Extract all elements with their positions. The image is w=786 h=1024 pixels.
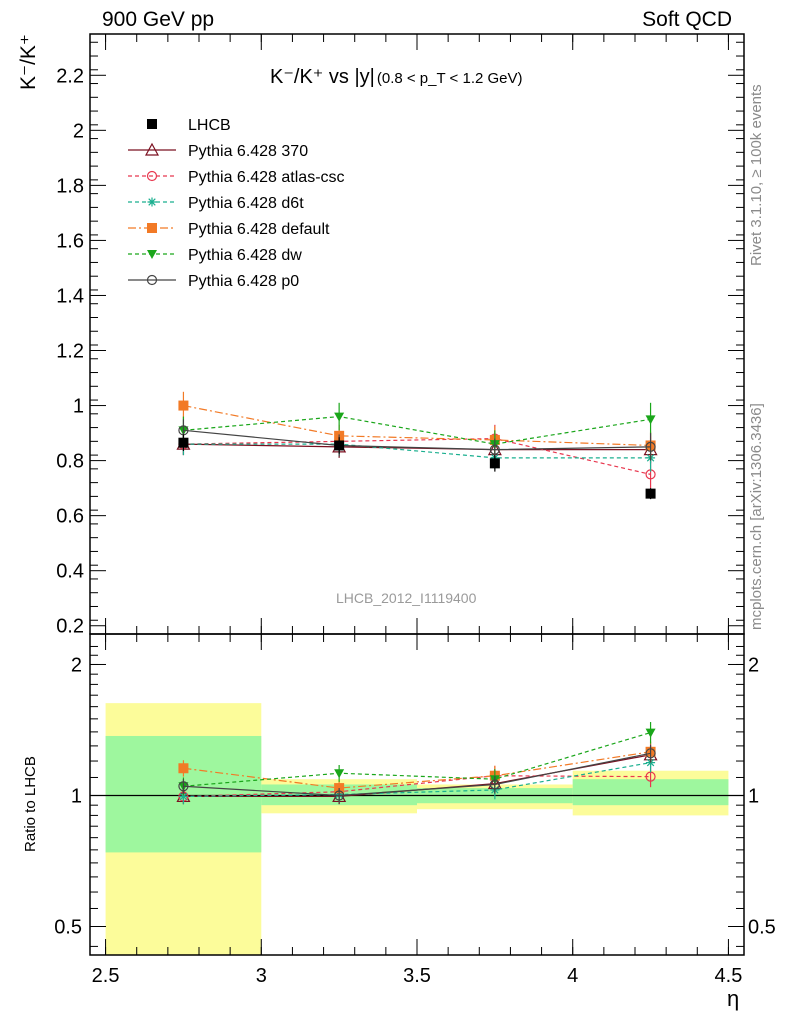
legend-label: Pythia 6.428 default bbox=[188, 221, 330, 238]
ratio-y-axis-label: Ratio to LHCB bbox=[22, 756, 39, 852]
ratio-uncertainty-bands bbox=[105, 703, 729, 955]
header-left: 900 GeV pp bbox=[102, 8, 215, 31]
x-tick-label: 4 bbox=[567, 965, 578, 987]
ratio-y-tick-label: 1 bbox=[71, 785, 82, 807]
upper-y-tick-label: 1.2 bbox=[56, 341, 84, 363]
legend-label: Pythia 6.428 d6t bbox=[188, 195, 304, 212]
series-line bbox=[183, 443, 651, 451]
ratio-y-tick-label-right: 2 bbox=[748, 654, 759, 676]
legend-marker bbox=[146, 274, 158, 286]
x-tick-label: 4.5 bbox=[715, 965, 743, 987]
legend-marker bbox=[147, 250, 157, 259]
legend-item-5: Pythia 6.428 dw bbox=[128, 247, 302, 264]
ratio-y-tick-label: 2 bbox=[71, 654, 82, 676]
ratio-series-line bbox=[183, 775, 651, 798]
legend-label: Pythia 6.428 atlas-csc bbox=[188, 169, 345, 186]
upper-y-tick-label: 1.8 bbox=[56, 175, 84, 197]
upper-y-tick-label: 0.4 bbox=[56, 561, 84, 583]
ratio-series-line bbox=[183, 762, 651, 798]
ratio-y-tick-label-right: 1 bbox=[748, 785, 759, 807]
data-point bbox=[178, 400, 189, 411]
legend-item-2: Pythia 6.428 atlas-csc bbox=[128, 169, 345, 186]
data-point bbox=[489, 444, 500, 455]
series-line bbox=[183, 437, 651, 475]
ratio-series-6 bbox=[178, 744, 656, 804]
upper-y-tick-label: 1.4 bbox=[56, 285, 84, 307]
chart-title: K⁻/K⁺ vs |y| (0.8 < p_T < 1.2 GeV) bbox=[270, 64, 523, 89]
ratio-data-point bbox=[645, 728, 656, 738]
upper-y-axis-label-text: K⁻/K⁺ bbox=[17, 33, 40, 90]
x-tick-label: 2.5 bbox=[92, 965, 120, 987]
chart-title-main: K⁻/K⁺ vs |y| bbox=[270, 66, 375, 88]
data-point bbox=[334, 412, 345, 422]
data-point bbox=[645, 441, 656, 452]
ratio-series-line bbox=[183, 731, 651, 787]
series-3 bbox=[178, 433, 656, 472]
header-right: Soft QCD bbox=[642, 8, 732, 31]
legend-marker bbox=[147, 197, 157, 207]
legend-marker bbox=[147, 223, 157, 233]
legend-item-0: LHCB bbox=[147, 117, 231, 134]
series-0 bbox=[178, 434, 656, 500]
upper-y-tick-label: 1.6 bbox=[56, 230, 84, 252]
ratio-y-tick-label-right: 0.5 bbox=[748, 916, 776, 938]
ratio-data-point bbox=[334, 769, 345, 779]
ratio-data-point bbox=[178, 763, 189, 774]
data-point bbox=[489, 458, 500, 469]
x-tick-label: 3.5 bbox=[403, 965, 431, 987]
ratio-data-point bbox=[645, 748, 656, 759]
series-layer bbox=[176, 391, 658, 805]
series-line bbox=[183, 443, 651, 459]
chart-title-cut: (0.8 < p_T < 1.2 GeV) bbox=[376, 70, 523, 87]
data-point bbox=[645, 488, 656, 499]
upper-y-tick-label: 2.2 bbox=[56, 65, 84, 87]
legend-item-3: Pythia 6.428 d6t bbox=[128, 195, 304, 212]
upper-y-tick-label: 0.8 bbox=[56, 451, 84, 473]
legend-item-1: Pythia 6.428 370 bbox=[128, 142, 308, 160]
legend-label: LHCB bbox=[188, 117, 231, 134]
legend-label: Pythia 6.428 370 bbox=[188, 143, 308, 160]
mcplots-reference-label: mcplots.cern.ch [arXiv:1306.3436] bbox=[748, 403, 765, 630]
legend-label: Pythia 6.428 p0 bbox=[188, 273, 299, 290]
series-line bbox=[183, 404, 651, 447]
ratio-panel-frame bbox=[89, 633, 745, 956]
legend-marker bbox=[144, 142, 160, 156]
legend-marker bbox=[146, 170, 158, 182]
axes-layer: 0.2 0.4 0.6 0.8 1 1.2 1.4 1.6 1.8 2 2.2 2.5 3 3.5 4 4.5… bbox=[54, 34, 776, 987]
rivet-version-label: Rivet 3.1.10, ≥ 100k events bbox=[748, 84, 765, 266]
ratio-y-tick-label: 0.5 bbox=[54, 916, 82, 938]
data-point bbox=[178, 437, 189, 448]
upper-y-tick-label: 2 bbox=[73, 120, 84, 142]
ratio-data-point bbox=[178, 781, 189, 792]
x-tick-label: 3 bbox=[256, 965, 267, 987]
series-line bbox=[183, 415, 651, 445]
upper-y-axis-label: K⁻/K⁺ bbox=[16, 34, 41, 90]
legend-label: Pythia 6.428 dw bbox=[188, 247, 302, 264]
ratio-series-line bbox=[183, 752, 651, 797]
legend: LHCB Pythia 6.428 370 Pythia 6.428 atlas-c… bbox=[128, 117, 345, 290]
analysis-watermark: LHCB_2012_I1119400 bbox=[336, 590, 477, 606]
upper-y-tick-label: 0.2 bbox=[56, 616, 84, 638]
upper-y-tick-label: 0.6 bbox=[56, 506, 84, 528]
ratio-data-point bbox=[489, 779, 500, 790]
data-point bbox=[334, 440, 345, 451]
legend-marker bbox=[147, 119, 157, 129]
ratio-data-point bbox=[334, 790, 345, 801]
upper-y-tick-label: 1 bbox=[73, 396, 84, 418]
ratio-series-line bbox=[183, 751, 651, 789]
legend-item-4: Pythia 6.428 default bbox=[128, 221, 330, 238]
series-line bbox=[183, 429, 651, 451]
x-axis-label: η bbox=[727, 986, 740, 1011]
series-2 bbox=[178, 424, 656, 489]
ratio-y-axis-label-text: Ratio to LHCB bbox=[22, 756, 39, 852]
legend-item-6: Pythia 6.428 p0 bbox=[128, 273, 299, 290]
data-point bbox=[645, 415, 656, 425]
frame-layer bbox=[89, 33, 745, 956]
ratio-data-point bbox=[178, 791, 188, 801]
